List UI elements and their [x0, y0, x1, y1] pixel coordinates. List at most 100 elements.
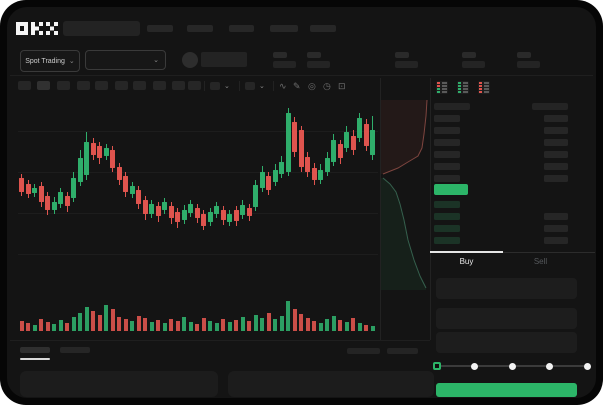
interval-chip[interactable] — [133, 81, 146, 90]
volume-bar — [188, 322, 193, 331]
candle-body — [136, 190, 141, 204]
slider-dot[interactable] — [545, 362, 553, 370]
book-bids-only-icon[interactable] — [457, 81, 469, 94]
candle-body — [84, 142, 89, 175]
market-type-dropdown[interactable]: Spot Trading ⌄ — [20, 50, 80, 72]
draw-tool-icon[interactable]: ✎ — [293, 81, 301, 91]
icon-row-line — [463, 88, 468, 90]
candle-body — [311, 168, 317, 180]
buy-tab[interactable]: Buy — [459, 257, 474, 266]
nav-item[interactable] — [229, 25, 254, 32]
price-input[interactable] — [436, 278, 577, 299]
candle-body — [123, 176, 128, 192]
ask-price-placeholder[interactable] — [434, 139, 460, 146]
bottom-tab[interactable] — [20, 347, 50, 353]
slider-dot[interactable] — [470, 362, 478, 370]
ask-price-placeholder[interactable] — [434, 151, 460, 158]
bottom-tab[interactable] — [60, 347, 90, 353]
stat-label-placeholder — [273, 52, 287, 58]
total-input[interactable] — [436, 332, 577, 353]
candle-body — [305, 157, 310, 172]
screenshot-camera-icon[interactable]: ◎ — [308, 81, 316, 91]
bottom-panel-placeholder — [228, 371, 434, 397]
stat-label-placeholder — [307, 52, 321, 58]
fullscreen-icon[interactable]: ⊡ — [338, 81, 346, 91]
nav-item[interactable] — [270, 25, 298, 32]
ask-price-placeholder[interactable] — [434, 175, 460, 182]
ask-amount-placeholder — [544, 175, 568, 182]
book-combined-icon[interactable] — [436, 81, 448, 94]
buy-submit-button[interactable] — [436, 383, 577, 397]
stat-value-placeholder — [307, 61, 330, 68]
icon-row-color — [479, 82, 482, 84]
ask-price-placeholder[interactable] — [434, 127, 460, 134]
bid-price-placeholder[interactable] — [434, 201, 460, 208]
chevron-down-icon: ⌄ — [259, 83, 265, 90]
interval-chip[interactable] — [153, 81, 166, 90]
ask-price-placeholder[interactable] — [434, 163, 460, 170]
stat-value-placeholder — [517, 61, 540, 68]
candle-body — [58, 192, 63, 204]
volume-bar — [130, 321, 134, 331]
interval-chip[interactable] — [37, 81, 50, 90]
ask-price-placeholder[interactable] — [434, 115, 460, 122]
icon-row-line — [484, 85, 489, 87]
nav-item[interactable] — [310, 25, 336, 32]
volume-bar — [214, 323, 219, 331]
volume-bar — [19, 321, 24, 331]
candle-body — [142, 200, 148, 214]
interval-chip[interactable] — [77, 81, 90, 90]
bottom-control-placeholder[interactable] — [387, 348, 418, 354]
bottom-control-placeholder[interactable] — [347, 348, 380, 354]
slider-handle-active[interactable] — [433, 362, 441, 370]
volume-bar — [286, 301, 290, 331]
slider-dot[interactable] — [583, 362, 591, 370]
icon-row-line — [442, 82, 447, 84]
amount-input[interactable] — [436, 308, 577, 329]
nav-item[interactable] — [147, 25, 173, 32]
candle-body — [233, 210, 239, 221]
volume-bar — [123, 319, 128, 331]
book-asks-only-icon[interactable] — [478, 81, 490, 94]
divider — [273, 81, 274, 91]
last-price-bar[interactable] — [434, 184, 468, 195]
candle-body — [77, 158, 83, 182]
icon-row-color — [458, 82, 461, 84]
volume-bar — [312, 321, 316, 331]
interval-chip[interactable] — [188, 81, 201, 90]
overlay-wave-icon[interactable]: ∿ — [279, 81, 287, 91]
interval-chip[interactable] — [95, 81, 108, 90]
depth-preview[interactable] — [380, 98, 430, 290]
market-type-label: Spot Trading — [25, 57, 65, 65]
volume-bar — [117, 317, 121, 331]
pair-selector-dropdown[interactable]: ⌄ — [85, 50, 166, 70]
okx-logo[interactable] — [16, 22, 58, 35]
slider-dot[interactable] — [508, 362, 516, 370]
nav-item[interactable] — [187, 25, 213, 32]
candle-style-icon — [210, 82, 220, 90]
candle-body — [285, 113, 291, 172]
interval-chip[interactable] — [172, 81, 185, 90]
refresh-clock-icon[interactable]: ◷ — [323, 81, 331, 91]
interval-chip[interactable] — [18, 81, 31, 90]
indicator-dropdown[interactable]: ⌄ — [245, 80, 269, 92]
divider — [380, 78, 381, 340]
bid-price-placeholder[interactable] — [434, 213, 460, 220]
candle-body — [194, 208, 200, 218]
stat-label-placeholder — [517, 52, 531, 58]
candle-body — [201, 214, 206, 226]
search-input[interactable] — [63, 21, 140, 36]
volume-bar — [273, 319, 277, 331]
candlestick-chart-canvas[interactable] — [10, 98, 380, 338]
volume-bar — [292, 309, 297, 331]
interval-chip[interactable] — [57, 81, 70, 90]
sell-tab[interactable]: Sell — [533, 257, 548, 266]
volume-bar — [208, 321, 212, 331]
bid-price-placeholder[interactable] — [434, 225, 460, 232]
stat-value-placeholder — [462, 61, 485, 68]
divider — [10, 340, 430, 341]
bid-price-placeholder[interactable] — [434, 237, 460, 244]
interval-chip[interactable] — [115, 81, 128, 90]
candle-body — [370, 130, 375, 155]
candle-style-dropdown[interactable]: ⌄ — [210, 80, 234, 92]
